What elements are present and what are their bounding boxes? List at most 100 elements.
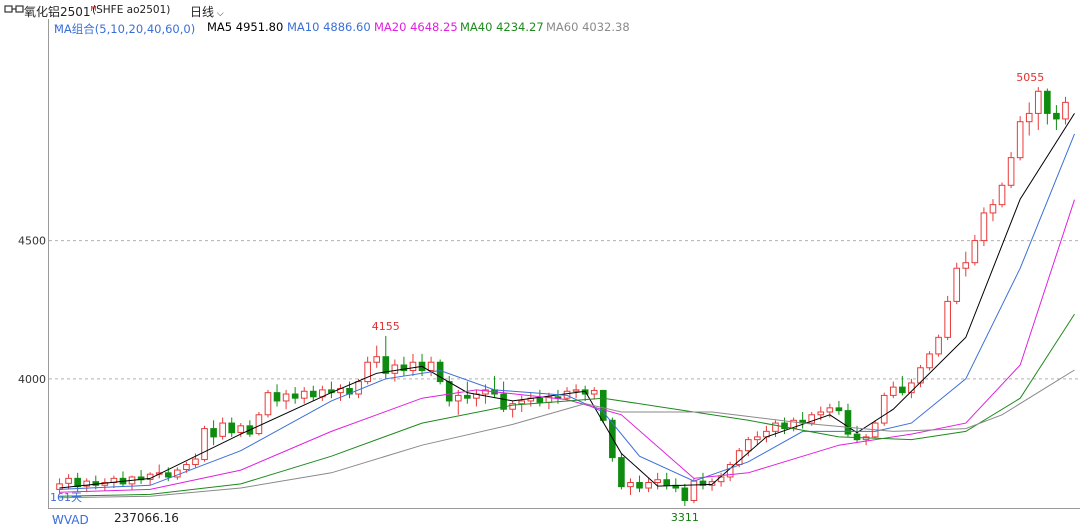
ma5-line xyxy=(59,113,1075,489)
y-axis-line xyxy=(48,19,49,509)
y-tick-label: 4500 xyxy=(18,235,46,248)
candle-body xyxy=(971,240,979,264)
candle-body xyxy=(645,482,652,489)
candle-body xyxy=(708,481,716,486)
candle-body xyxy=(210,428,217,438)
candle-body xyxy=(454,394,462,402)
instrument-code: (SHFE ao2501) xyxy=(92,4,171,16)
candle-body xyxy=(609,419,616,459)
candle-body xyxy=(183,464,190,471)
candle-body xyxy=(255,414,263,435)
candle-body xyxy=(300,390,308,399)
candle-body xyxy=(391,364,399,374)
candle-body xyxy=(835,407,843,412)
candle-body xyxy=(482,389,489,395)
candle-body xyxy=(998,184,1006,206)
candle-body xyxy=(518,400,526,405)
candle-body xyxy=(744,439,752,452)
period-count-label: 161天 xyxy=(50,491,82,504)
candle-body xyxy=(464,394,471,399)
candle-body xyxy=(980,212,988,242)
ma40-line xyxy=(59,313,1075,497)
chevron-down-icon: ⌵ xyxy=(54,21,61,31)
candle-body xyxy=(500,393,507,410)
candle-body xyxy=(400,364,408,372)
candle-body xyxy=(237,425,245,433)
candle-body xyxy=(427,361,435,372)
candle-body xyxy=(1053,112,1060,120)
ma10-line xyxy=(59,133,1075,490)
candle-body xyxy=(690,480,698,501)
candle-body xyxy=(228,422,236,434)
period-selector[interactable]: 日线 ⌵ xyxy=(190,5,224,19)
ma40-legend: MA40 4234.27 xyxy=(460,20,544,34)
indicator-bar: WVAD ⌵ 237066.16 xyxy=(52,511,179,527)
candle-body xyxy=(889,386,897,396)
candle-body xyxy=(83,480,91,487)
candle-body xyxy=(654,479,661,483)
indicator-value: 237066.16 xyxy=(114,511,179,525)
x-axis-line xyxy=(48,508,1080,509)
candle-body xyxy=(445,381,453,402)
candle-body xyxy=(826,407,834,413)
chevron-down-icon: ⌵ xyxy=(214,9,224,19)
candle-body xyxy=(1025,112,1033,123)
candle-body xyxy=(899,386,906,394)
candle-body xyxy=(880,394,888,424)
candle-body xyxy=(355,381,362,395)
ma-legend: MA组合(5,10,20,40,60,0) ⌵ MA5 4951.80 MA10… xyxy=(54,20,630,36)
candle-body xyxy=(1044,90,1051,114)
candle-body xyxy=(599,389,607,421)
ma60-legend: MA60 4032.38 xyxy=(546,20,630,34)
candle-body xyxy=(282,393,290,402)
candle-body xyxy=(1062,101,1069,120)
link-icon[interactable] xyxy=(4,3,24,18)
candle-body xyxy=(273,392,281,402)
candle-body xyxy=(844,410,852,435)
chevron-down-icon: ⌵ xyxy=(52,513,59,523)
high-annotation: 4155 xyxy=(372,320,400,333)
candle-body xyxy=(681,487,689,501)
candle-body xyxy=(699,480,707,486)
candle-body xyxy=(373,356,381,363)
candle-body xyxy=(1034,90,1042,114)
candle-body xyxy=(618,457,625,488)
low-annotation: 3311 xyxy=(671,511,699,524)
candle-body xyxy=(572,389,580,392)
candle-body xyxy=(56,483,63,490)
candle-body xyxy=(364,361,371,383)
candle-body xyxy=(74,477,81,488)
candle-body xyxy=(808,414,816,424)
candle-body xyxy=(926,353,933,369)
ma5-legend: MA5 4951.80 xyxy=(207,20,284,34)
candle-body xyxy=(962,262,970,269)
candle-body xyxy=(65,477,72,484)
candle-body xyxy=(772,422,779,432)
ma10-legend: MA10 4886.60 xyxy=(287,20,371,34)
instrument-name: 氧化铝2501M xyxy=(24,5,97,19)
candle-body xyxy=(509,403,516,410)
y-tick-label: 4000 xyxy=(18,373,46,386)
candle-body xyxy=(953,267,961,302)
candle-body xyxy=(989,204,997,214)
candle-body xyxy=(1016,121,1024,159)
high2-annotation: 5055 xyxy=(1016,71,1044,84)
candle-body xyxy=(264,392,272,416)
candle-body xyxy=(636,482,643,489)
candle-body xyxy=(590,389,598,395)
chart-header: 氧化铝2501M (SHFE ao2501) 日线 ⌵ xyxy=(0,0,1080,19)
candle-body xyxy=(1007,157,1015,186)
candle-body xyxy=(935,336,942,355)
candle-body xyxy=(754,436,761,441)
candle-body xyxy=(436,361,444,383)
candle-body xyxy=(201,428,208,461)
candle-body xyxy=(192,458,199,466)
candle-body xyxy=(563,390,571,399)
candle-body xyxy=(853,433,861,441)
candle-body xyxy=(817,411,825,416)
ma60-line xyxy=(59,369,1075,499)
candle-body xyxy=(382,356,390,374)
ma20-line xyxy=(59,199,1075,493)
candle-body xyxy=(536,397,544,403)
